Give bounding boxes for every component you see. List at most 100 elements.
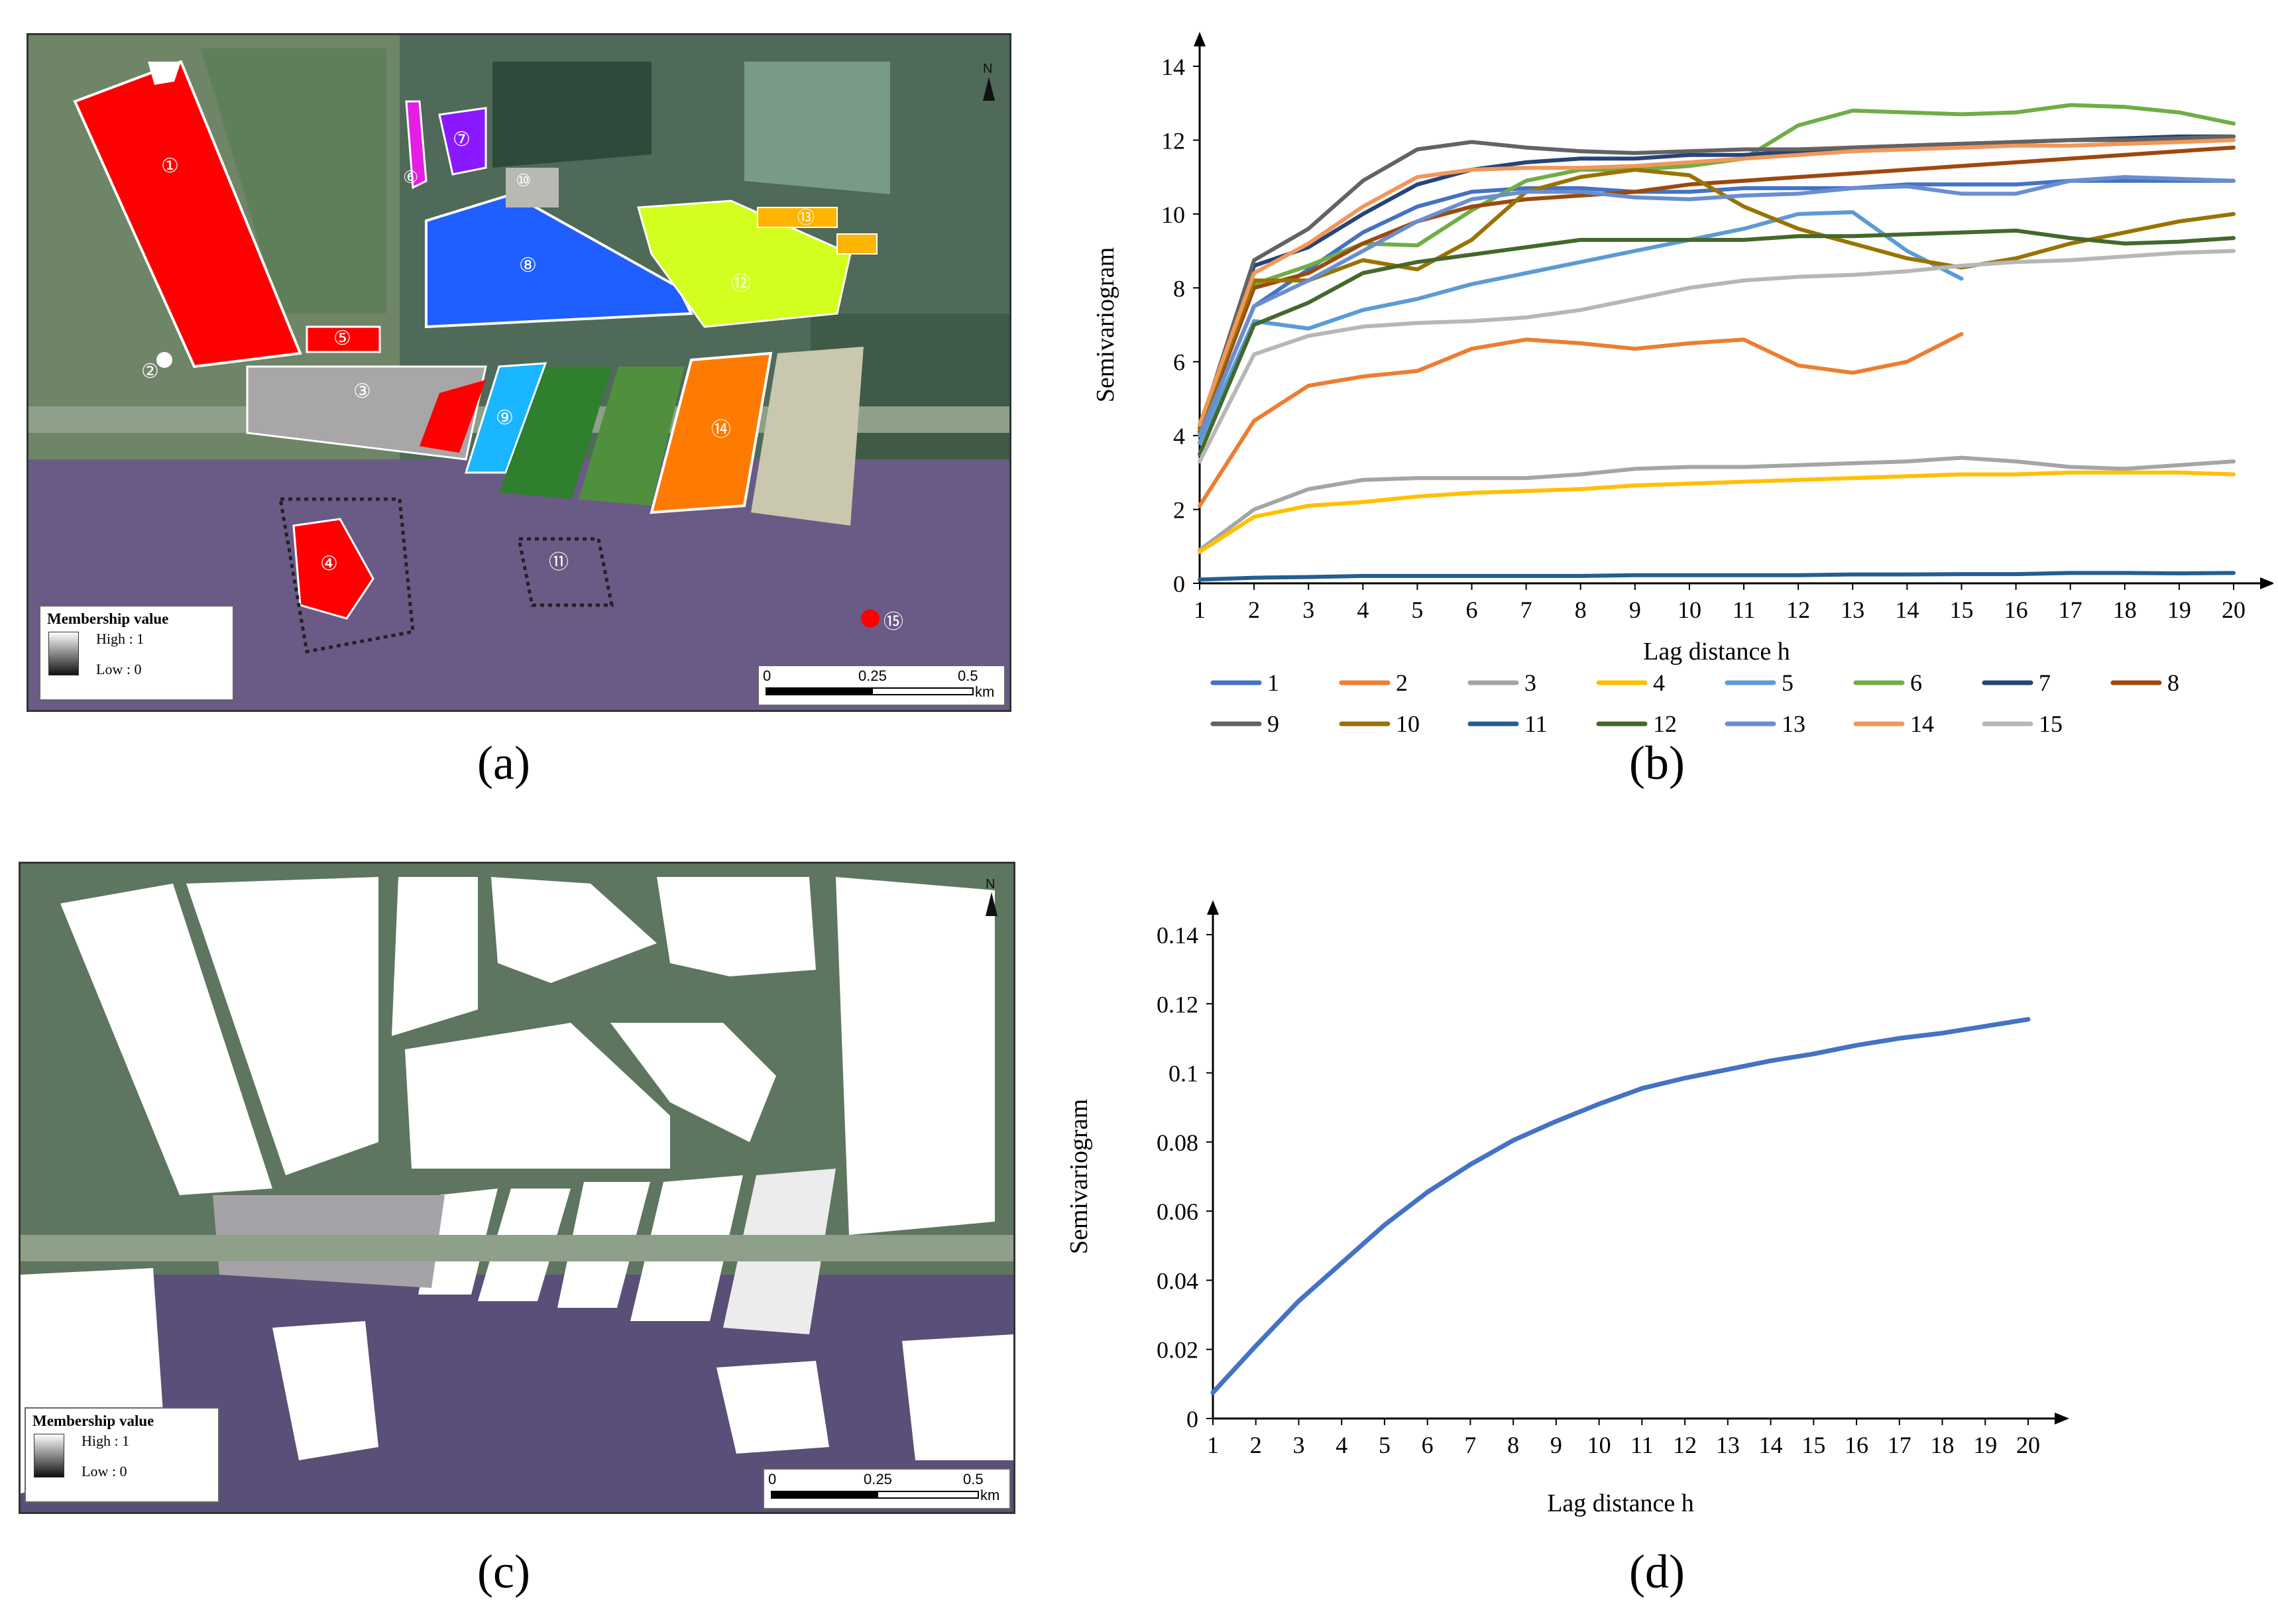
x-tick-label: 6 [1466,597,1478,623]
panel-label-c: (c) [477,1545,530,1598]
legend-label-9: 9 [1267,711,1279,737]
zone-4-outline [278,497,415,654]
zone-10 [506,168,559,207]
white-field-1 [60,884,272,1195]
x-tick-label: 8 [1575,597,1587,623]
field-pale [751,347,864,526]
legend-label-4: 4 [1653,669,1665,696]
scale-tick-0: 0 [768,1471,777,1487]
zone-label-13: ⑬ [797,208,815,227]
legend-entry-10: 10 [1339,711,1420,737]
white-patch-south-1 [272,1321,378,1460]
series-line-10 [1198,168,2236,430]
x-axis-arrow-icon [2055,1413,2069,1424]
north-label: N [983,62,993,76]
y-axis-label: Semivariogram [1065,1099,1093,1254]
legend-title: Membership value [32,1413,154,1429]
zone-label-7: ⑦ [453,129,471,150]
road-strip [21,1235,1013,1261]
zone-label-14: ⑭ [711,419,731,441]
x-tick-label: 17 [2059,597,2082,623]
legend-entry-15: 15 [1982,711,2063,737]
y-tick-label: 0.1 [1168,1061,1198,1087]
x-tick-label: 1 [1207,1432,1219,1458]
y-tick-label: 0 [1173,571,1185,597]
north-arrow: N [983,62,995,101]
x-tick-label: 13 [1841,597,1864,623]
x-tick-label: 6 [1422,1432,1434,1458]
field-green-2 [579,367,685,506]
legend-high: High : 1 [82,1432,130,1449]
x-tick-label: 9 [1629,597,1641,623]
x-tick-label: 19 [1973,1432,1997,1458]
legend-label-11: 11 [1524,711,1548,737]
zone-3-red-patch [420,380,486,453]
scale-bar-white [872,687,974,695]
membership-map-c: N Membership value High : 1 Low : 0 0 0.… [19,862,1015,1514]
legend-entry-1: 1 [1210,669,1279,696]
legend-entry-11: 11 [1467,711,1548,737]
zone-9 [464,362,547,474]
legend-label-5: 5 [1782,669,1794,696]
legend-membership-a: Membership value High : 1 Low : 0 [39,605,234,701]
zone-label-12: ⑫ [731,273,751,295]
legend-label-10: 10 [1396,711,1420,737]
y-tick-label: 6 [1173,349,1185,376]
legend-label-14: 14 [1910,711,1934,737]
y-tick-label: 0 [1186,1406,1198,1432]
x-axis-label: Lag distance h [1643,638,1790,666]
series-line-8 [1198,145,2236,434]
x-tick-label: 2 [1248,597,1260,623]
north-arrow: N [986,877,997,916]
semivariogram-chart-d: 00.020.040.060.080.10.120.141 2 3 4 5 6 7 8 9 10 1… [1065,900,2069,1517]
x-tick-label: 5 [1411,597,1423,623]
y-tick-label: 12 [1161,127,1185,154]
x-tick-label: 15 [1801,1432,1825,1458]
legend-entry-14: 14 [1853,711,1934,737]
legend-low: Low : 0 [96,661,142,677]
legend-title: Membership value [47,610,169,627]
scale-unit: km [980,1487,1000,1503]
series-line-15 [1198,249,2236,464]
zone-label-2: ② [141,361,159,382]
x-tick-label: 1 [1194,597,1206,623]
zone-label-5: ⑤ [333,327,351,349]
x-tick-label: 15 [1949,597,1973,623]
white-field-8 [610,1023,776,1142]
x-axis-arrow-icon [2260,577,2273,589]
legend-entry-13: 13 [1725,711,1805,737]
y-axis-arrow-icon [1207,900,1219,915]
series-line-12 [1198,228,2236,456]
legend-high: High : 1 [96,630,144,647]
north-arrow-icon [986,892,997,916]
x-tick-label: 10 [1587,1432,1611,1458]
y-tick-label: 0.14 [1157,922,1198,949]
x-tick-label: 12 [1786,597,1810,623]
white-patch-south-2 [716,1361,829,1454]
zone-2 [156,352,172,368]
series-line-13 [1198,175,2236,438]
scale-bar-black [766,687,872,695]
zone-5 [306,325,381,353]
scale-tick-025: 0.25 [858,667,887,684]
x-tick-label: 20 [2016,1432,2040,1458]
panel-label-b: (b) [1629,736,1685,789]
x-tick-label: 7 [1520,597,1532,623]
y-tick-label: 0.06 [1157,1198,1198,1225]
x-tick-label: 19 [2167,597,2191,623]
white-field-3 [392,877,478,1036]
legend-membership-c: Membership value High : 1 Low : 0 [25,1407,219,1503]
scale-bar-black [771,1491,877,1499]
north-arrow-icon [983,77,995,101]
legend-label-2: 2 [1396,669,1408,696]
zone-11-outline [516,537,614,607]
y-tick-label: 14 [1161,54,1185,80]
white-field-4 [491,877,657,983]
y-tick-label: 0.04 [1157,1267,1198,1294]
zone-label-8: ⑧ [519,255,537,276]
series-line-semivariogram [1210,1017,2031,1395]
scale-unit: km [975,683,995,700]
x-tick-label: 14 [1895,597,1919,623]
membership-map-a: ① ② ③ ④ ⑤ ⑥ ⑦ ⑧ ⑨ ⑩ ⑪ ⑫ ⑬ ⑭ ⑮ N Membersh… [27,33,1011,712]
